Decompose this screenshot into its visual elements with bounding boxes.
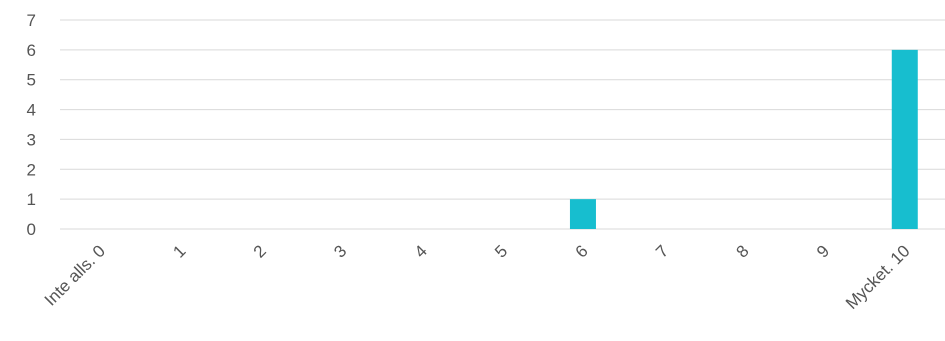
- x-tick-label: Mycket. 10: [842, 241, 914, 313]
- y-tick-label: 1: [27, 190, 36, 209]
- y-tick-label: 0: [27, 220, 36, 239]
- y-tick-label: 3: [27, 130, 36, 149]
- y-tick-label: 5: [27, 71, 36, 90]
- x-axis-tick-labels: Inte alls. 0 1 2 3 4 5 6 7 8 9 Mycket. 10: [41, 241, 914, 313]
- y-axis-tick-labels: 0 1 2 3 4 5 6 7: [27, 11, 36, 239]
- y-tick-label: 7: [27, 11, 36, 30]
- x-tick-label: 4: [411, 241, 431, 261]
- bar-6: [569, 199, 596, 229]
- y-tick-label: 4: [27, 101, 36, 120]
- x-tick-label: 7: [652, 241, 672, 261]
- x-tick-label: 9: [813, 241, 833, 261]
- x-tick-label: 6: [572, 241, 592, 261]
- y-tick-label: 6: [27, 41, 36, 60]
- x-tick-label: 1: [169, 241, 189, 261]
- x-tick-label: 8: [733, 241, 753, 261]
- x-tick-label: 3: [330, 241, 350, 261]
- x-tick-label: 5: [491, 241, 511, 261]
- gridlines: [60, 19, 945, 230]
- x-tick-label: Inte alls. 0: [41, 241, 109, 309]
- bars: [569, 49, 918, 229]
- bar-10: [891, 49, 918, 229]
- x-tick-label: 2: [250, 241, 270, 261]
- y-tick-label: 2: [27, 160, 36, 179]
